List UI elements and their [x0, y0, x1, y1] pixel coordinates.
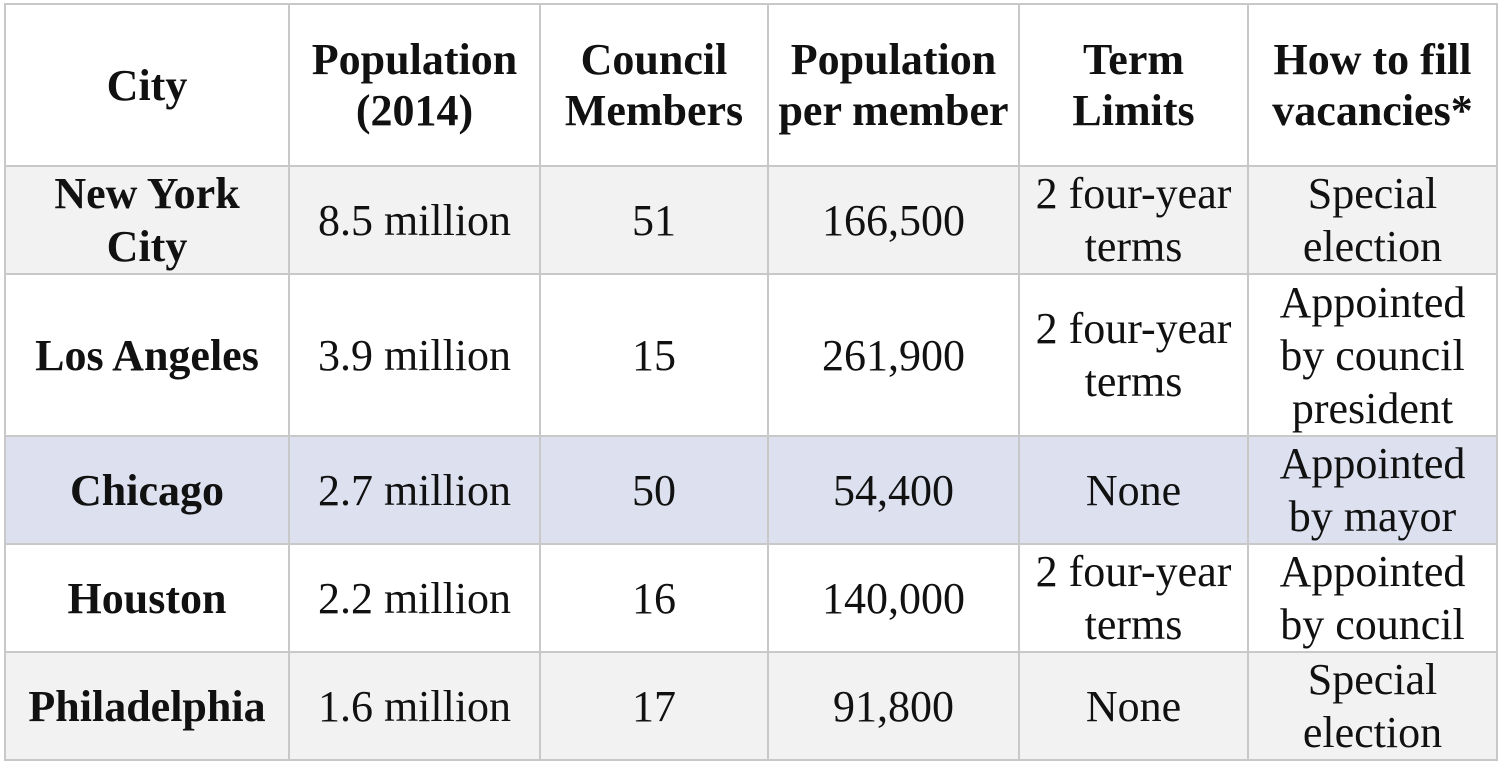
- population-per-member-cell: 54,400: [767, 435, 1020, 545]
- header-row: City Population (2014) Council Members P…: [4, 3, 1498, 167]
- population-per-member-cell: 261,900: [767, 273, 1020, 437]
- column-header-vacancies: How to fill vacancies*: [1247, 3, 1498, 167]
- term-limits-cell: None: [1018, 651, 1249, 761]
- column-header-population-per-member: Population per member: [767, 3, 1020, 167]
- table-row-houston: Houston 2.2 million 16 140,000 2 four-ye…: [4, 543, 1498, 653]
- population-cell: 1.6 million: [288, 651, 541, 761]
- table-header: City Population (2014) Council Members P…: [4, 3, 1498, 167]
- population-cell: 3.9 million: [288, 273, 541, 437]
- vacancies-cell: Special election: [1247, 165, 1498, 275]
- council-members-cell: 16: [539, 543, 769, 653]
- term-limits-cell: 2 four-year terms: [1018, 165, 1249, 275]
- table-body: New York City 8.5 million 51 166,500 2 f…: [4, 165, 1498, 761]
- population-cell: 8.5 million: [288, 165, 541, 275]
- column-header-city: City: [4, 3, 290, 167]
- vacancies-cell: Appointed by council: [1247, 543, 1498, 653]
- column-header-council-members: Council Members: [539, 3, 769, 167]
- population-cell: 2.7 million: [288, 435, 541, 545]
- term-limits-cell: 2 four-year terms: [1018, 543, 1249, 653]
- city-cell: New York City: [4, 165, 290, 275]
- council-members-cell: 15: [539, 273, 769, 437]
- population-cell: 2.2 million: [288, 543, 541, 653]
- term-limits-cell: 2 four-year terms: [1018, 273, 1249, 437]
- population-per-member-cell: 140,000: [767, 543, 1020, 653]
- city-council-comparison-table: City Population (2014) Council Members P…: [4, 3, 1498, 761]
- vacancies-cell: Appointed by mayor: [1247, 435, 1498, 545]
- table-row-new-york-city: New York City 8.5 million 51 166,500 2 f…: [4, 165, 1498, 275]
- city-cell: Chicago: [4, 435, 290, 545]
- term-limits-cell: None: [1018, 435, 1249, 545]
- population-per-member-cell: 91,800: [767, 651, 1020, 761]
- city-cell: Houston: [4, 543, 290, 653]
- population-per-member-cell: 166,500: [767, 165, 1020, 275]
- column-header-term-limits: Term Limits: [1018, 3, 1249, 167]
- table-row-philadelphia: Philadelphia 1.6 million 17 91,800 None …: [4, 651, 1498, 761]
- city-cell: Los Angeles: [4, 273, 290, 437]
- council-members-cell: 17: [539, 651, 769, 761]
- table-row-los-angeles: Los Angeles 3.9 million 15 261,900 2 fou…: [4, 273, 1498, 437]
- council-members-cell: 50: [539, 435, 769, 545]
- council-members-cell: 51: [539, 165, 769, 275]
- vacancies-cell: Special election: [1247, 651, 1498, 761]
- column-header-population: Population (2014): [288, 3, 541, 167]
- city-cell: Philadelphia: [4, 651, 290, 761]
- vacancies-cell: Appointed by council president: [1247, 273, 1498, 437]
- table-row-chicago: Chicago 2.7 million 50 54,400 None Appoi…: [4, 435, 1498, 545]
